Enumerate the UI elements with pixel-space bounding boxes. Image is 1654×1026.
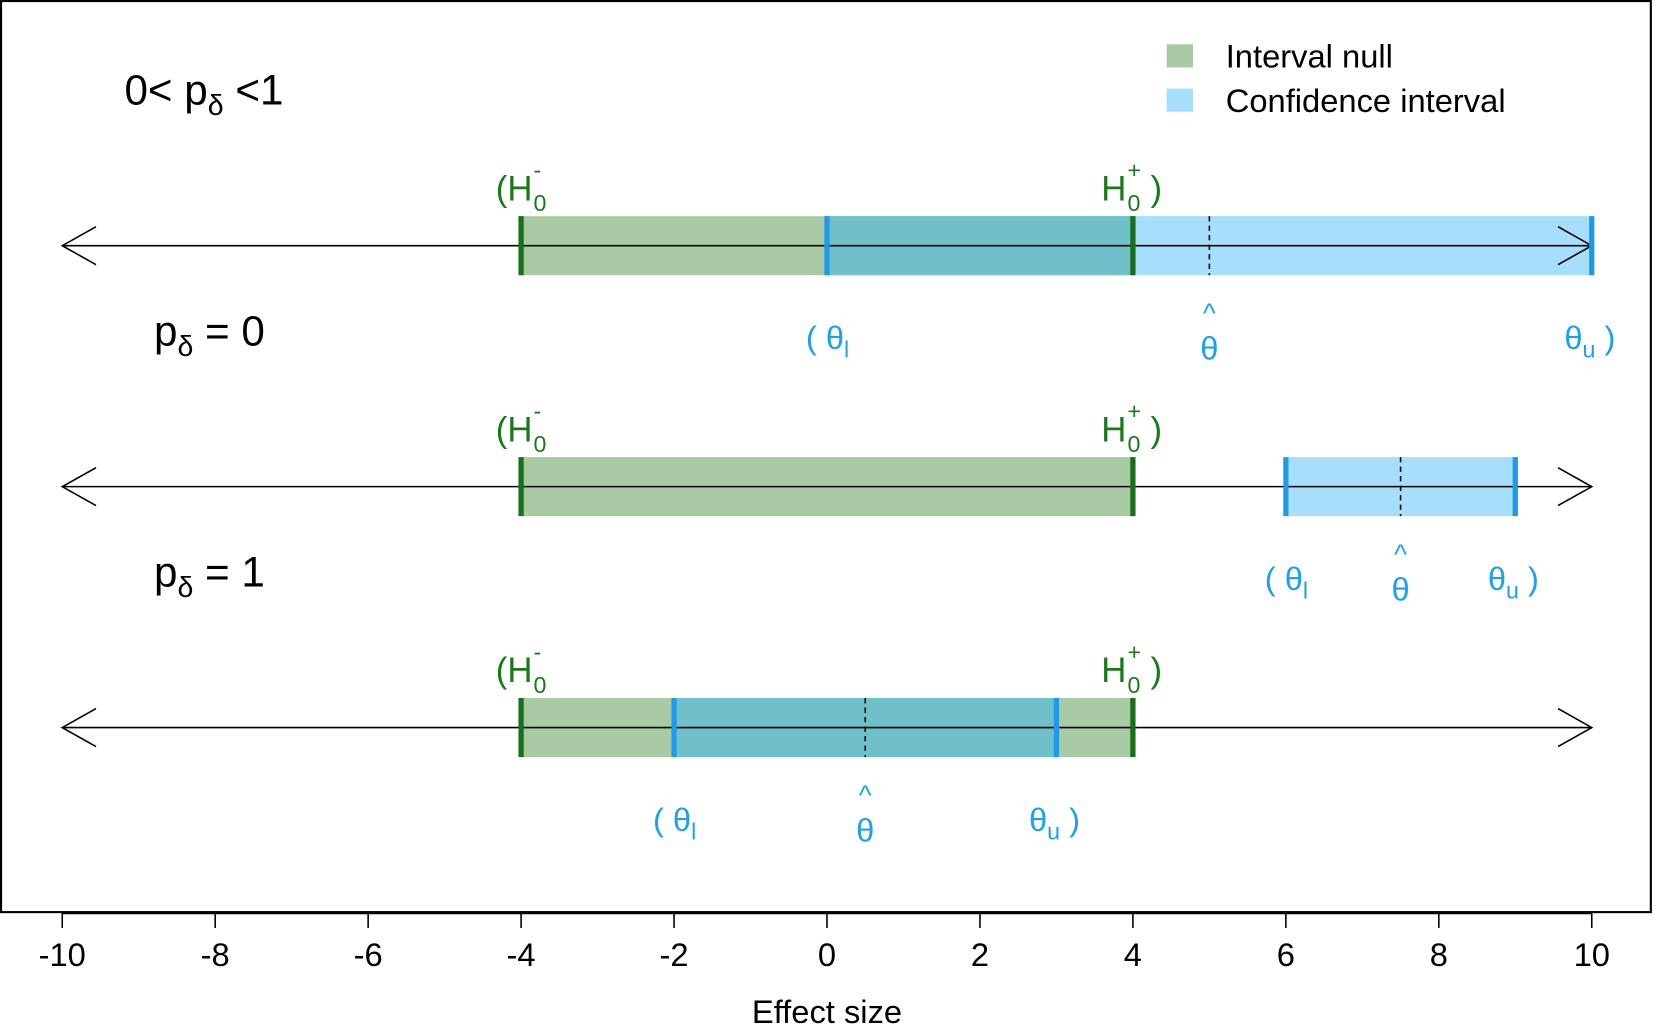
arrow-left-icon	[60, 707, 97, 748]
row-1: pδ = 0(H -0 H +0)( θl θ^θu )	[60, 307, 1594, 608]
null-upper-label-sup: +	[1127, 157, 1141, 183]
legend-swatch-null	[1166, 44, 1194, 68]
legend: Interval null Confidence interval	[1166, 37, 1506, 119]
null-lower-label-sub: 0	[534, 190, 547, 216]
null-upper-label-sup: +	[1127, 398, 1141, 424]
null-lower-label: (H	[496, 651, 533, 690]
estimate-hat: ^	[1394, 539, 1407, 570]
null-upper-label-sub: 0	[1127, 190, 1140, 216]
x-tick-label: 8	[1430, 936, 1448, 973]
legend-label-ci: Confidence interval	[1226, 82, 1506, 119]
ci-upper-label: θu )	[1488, 560, 1539, 603]
ci-upper-label: θu )	[1564, 319, 1615, 362]
ci-lower-label: ( θl	[1265, 560, 1308, 603]
x-tick-label: -6	[354, 936, 383, 973]
arrow-left-icon	[60, 466, 97, 507]
x-tick-label: 4	[1124, 936, 1142, 973]
row-2: pδ = 1(H -0 H +0)( θl θ^θu )	[60, 548, 1594, 848]
arrow-right-icon	[1557, 707, 1594, 748]
row-title: pδ = 1	[154, 548, 265, 604]
x-axis-label: Effect size	[752, 993, 902, 1026]
null-lower-label: (H	[496, 410, 533, 449]
ci-lower-label: ( θl	[806, 319, 849, 362]
arrow-right-icon	[1557, 466, 1594, 507]
null-upper-label: H	[1101, 169, 1126, 208]
null-upper-label-sub: 0	[1127, 431, 1140, 457]
estimate-hat: ^	[859, 780, 872, 811]
x-tick-label: 0	[818, 936, 836, 973]
null-upper-label-close: )	[1151, 410, 1163, 449]
row-0: 0< pδ <1(H -0 H +0)( θl θ^θu )	[60, 66, 1615, 367]
legend-label-null: Interval null	[1226, 37, 1393, 74]
null-lower-label-sup: -	[534, 639, 542, 665]
estimate-label: θ	[856, 811, 874, 848]
null-upper-label-sub: 0	[1127, 672, 1140, 698]
estimate-label: θ	[1200, 330, 1218, 367]
null-lower-label-sub: 0	[534, 431, 547, 457]
null-lower-label-sub: 0	[534, 672, 547, 698]
row-title: pδ = 0	[154, 307, 265, 363]
estimate-hat: ^	[1203, 298, 1216, 329]
null-upper-label: H	[1101, 651, 1126, 690]
x-tick-label: 2	[971, 936, 989, 973]
null-lower-label-sup: -	[534, 398, 542, 424]
x-tick-label: 6	[1277, 936, 1295, 973]
null-lower-label-sup: -	[534, 157, 542, 183]
null-lower-label: (H	[496, 169, 533, 208]
null-upper-label-close: )	[1151, 169, 1163, 208]
estimate-label: θ	[1391, 571, 1409, 608]
arrow-left-icon	[60, 226, 97, 266]
legend-swatch-ci	[1166, 88, 1194, 112]
null-upper-label: H	[1101, 410, 1126, 449]
x-tick-label: -2	[660, 936, 689, 973]
null-upper-label-close: )	[1151, 651, 1163, 690]
x-axis: -10 -8 -6 -4 -2 0 2 4 6 8 10	[39, 912, 1610, 973]
x-tick-label: -4	[507, 936, 536, 973]
x-tick-label: 10	[1574, 936, 1610, 973]
x-tick-label: -10	[39, 936, 86, 973]
ci-lower-label: ( θl	[653, 801, 696, 844]
x-tick-label: -8	[201, 936, 230, 973]
null-upper-label-sup: +	[1127, 639, 1141, 665]
row-title: 0< pδ <1	[124, 66, 283, 122]
ci-upper-label: θu )	[1029, 801, 1080, 844]
plot-frame	[0, 0, 1652, 914]
